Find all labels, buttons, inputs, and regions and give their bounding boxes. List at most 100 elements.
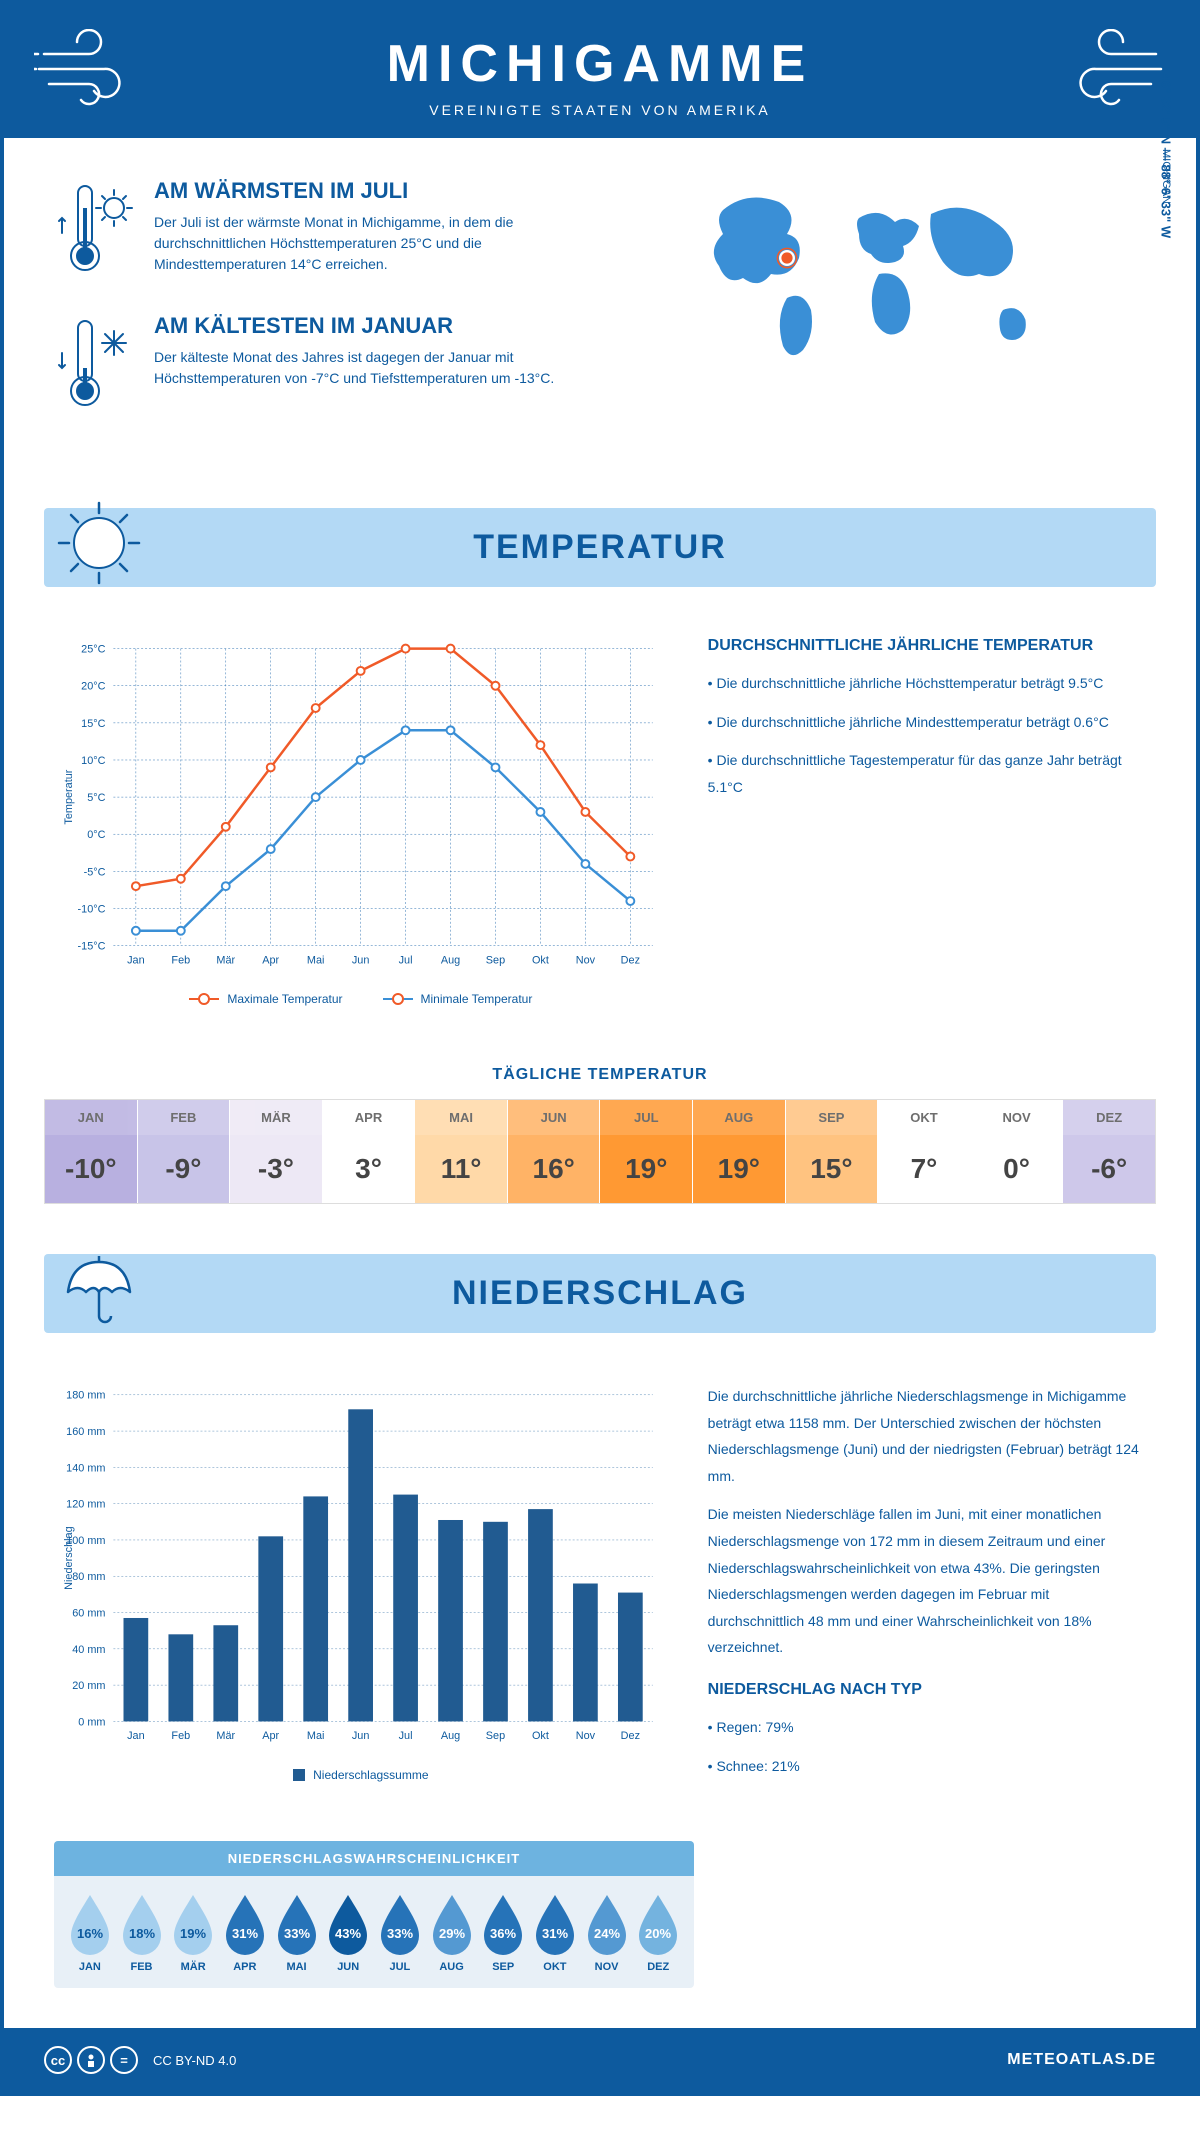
svg-text:160 mm: 160 mm	[66, 1426, 105, 1438]
svg-text:25°C: 25°C	[81, 644, 105, 656]
svg-text:29%: 29%	[439, 1926, 465, 1941]
raindrop-icon: 29%	[427, 1891, 477, 1956]
daily-temp-cell: JUL 19°	[600, 1100, 693, 1203]
svg-text:31%: 31%	[542, 1926, 568, 1941]
svg-text:Feb: Feb	[171, 954, 190, 966]
precipitation-section-header: NIEDERSCHLAG	[44, 1254, 1156, 1333]
precip-legend-label: Niederschlagssumme	[313, 1768, 428, 1782]
footer-site: METEOATLAS.DE	[1007, 2051, 1156, 2069]
temperature-legend: .legend-marker:nth-child(1)::after{borde…	[54, 992, 668, 1006]
precip-prob-cell: 16% JAN	[64, 1891, 116, 1973]
precip-prob-cell: 31% APR	[219, 1891, 271, 1973]
raindrop-icon: 36%	[478, 1891, 528, 1956]
daily-temp-cell: AUG 19°	[693, 1100, 786, 1203]
svg-text:Dez: Dez	[621, 1730, 640, 1742]
precip-prob-month: APR	[219, 1961, 271, 1973]
legend-max-label: Maximale Temperatur	[227, 992, 342, 1006]
raindrop-icon: 43%	[323, 1891, 373, 1956]
svg-text:Aug: Aug	[441, 1730, 460, 1742]
daily-temp-cell: APR 3°	[323, 1100, 416, 1203]
intro-section: AM WÄRMSTEN IM JULI Der Juli ist der wär…	[4, 138, 1196, 488]
raindrop-icon: 31%	[220, 1891, 270, 1956]
precip-prob-month: NOV	[581, 1961, 633, 1973]
precip-prob-month: JUL	[374, 1961, 426, 1973]
daily-temp-grid: JAN -10° FEB -9° MÄR -3° APR 3° MAI 11° …	[44, 1099, 1156, 1204]
svg-text:33%: 33%	[387, 1926, 413, 1941]
temperature-content: -15°C-10°C-5°C0°C5°C10°C15°C20°C25°CJanF…	[4, 607, 1196, 1036]
precip-prob-cell: 33% MAI	[271, 1891, 323, 1973]
svg-text:20 mm: 20 mm	[72, 1680, 105, 1692]
umbrella-icon	[54, 1244, 144, 1334]
world-map-area: MICHIGAN 46° 32' 9" N — 88° 6' 33" W	[620, 178, 1146, 448]
svg-text:80 mm: 80 mm	[72, 1571, 105, 1583]
temperature-info: DURCHSCHNITTLICHE JÄHRLICHE TEMPERATUR •…	[708, 637, 1146, 1006]
precip-prob-cell: 31% OKT	[529, 1891, 581, 1973]
svg-text:Dez: Dez	[621, 954, 640, 966]
svg-text:Jun: Jun	[352, 954, 370, 966]
precipitation-chart: 0 mm20 mm40 mm60 mm80 mm100 mm120 mm140 …	[54, 1383, 668, 1791]
svg-text:40 mm: 40 mm	[72, 1644, 105, 1656]
precip-prob-month: MAI	[271, 1961, 323, 1973]
daily-temp-cell: OKT 7°	[878, 1100, 971, 1203]
precipitation-probability: NIEDERSCHLAGSWAHRSCHEINLICHKEIT 16% JAN …	[54, 1841, 694, 1988]
precip-prob-cell: 33% JUL	[374, 1891, 426, 1973]
svg-text:Temperatur: Temperatur	[63, 769, 75, 824]
cold-text: Der kälteste Monat des Jahres ist dagege…	[154, 347, 580, 389]
daily-temp-cell: NOV 0°	[971, 1100, 1064, 1203]
temperature-section-header: TEMPERATUR	[44, 508, 1156, 587]
svg-text:140 mm: 140 mm	[66, 1462, 105, 1474]
precip-prob-cell: 43% JUN	[322, 1891, 374, 1973]
precip-prob-month: MÄR	[167, 1961, 219, 1973]
coordinates-label: 46° 32' 9" N — 88° 6' 33" W	[1159, 73, 1174, 238]
svg-text:Sep: Sep	[486, 1730, 505, 1742]
cold-title: AM KÄLTESTEN IM JANUAR	[154, 313, 580, 339]
raindrop-icon: 20%	[633, 1891, 683, 1956]
svg-text:Apr: Apr	[262, 1730, 279, 1742]
precip-prob-month: FEB	[116, 1961, 168, 1973]
daily-temp-cell: MÄR -3°	[230, 1100, 323, 1203]
precip-prob-cell: 29% AUG	[426, 1891, 478, 1973]
license-label: CC BY-ND 4.0	[153, 2053, 236, 2068]
world-map-icon	[620, 178, 1146, 378]
svg-text:Jan: Jan	[127, 954, 145, 966]
precip-prob-title: NIEDERSCHLAGSWAHRSCHEINLICHKEIT	[54, 1841, 694, 1876]
cold-fact: AM KÄLTESTEN IM JANUAR Der kälteste Mona…	[54, 313, 580, 418]
precip-legend: Niederschlagssumme	[54, 1768, 668, 1782]
svg-text:Jul: Jul	[399, 954, 413, 966]
daily-temp-cell: JUN 16°	[508, 1100, 601, 1203]
svg-text:0 mm: 0 mm	[78, 1716, 105, 1728]
temp-info-title: DURCHSCHNITTLICHE JÄHRLICHE TEMPERATUR	[708, 637, 1146, 655]
cc-icon: cc	[44, 2046, 72, 2074]
precip-type-line: • Schnee: 21%	[708, 1753, 1146, 1780]
svg-text:Feb: Feb	[171, 1730, 190, 1742]
svg-text:Okt: Okt	[532, 954, 549, 966]
precip-para1: Die durchschnittliche jährliche Niedersc…	[708, 1383, 1146, 1489]
svg-text:60 mm: 60 mm	[72, 1607, 105, 1619]
temperature-chart: -15°C-10°C-5°C0°C5°C10°C15°C20°C25°CJanF…	[54, 637, 668, 1006]
header: MICHIGAMME VEREINIGTE STAATEN VON AMERIK…	[4, 4, 1196, 138]
svg-text:15°C: 15°C	[81, 718, 105, 730]
raindrop-icon: 33%	[375, 1891, 425, 1956]
temp-bullet: • Die durchschnittliche jährliche Höchst…	[708, 670, 1146, 697]
svg-text:-5°C: -5°C	[84, 866, 106, 878]
infographic-container: MICHIGAMME VEREINIGTE STAATEN VON AMERIK…	[0, 0, 1200, 2096]
raindrop-icon: 31%	[530, 1891, 580, 1956]
daily-temp-cell: SEP 15°	[786, 1100, 879, 1203]
svg-text:0°C: 0°C	[87, 829, 105, 841]
raindrop-icon: 18%	[117, 1891, 167, 1956]
svg-text:Nov: Nov	[576, 954, 596, 966]
daily-temp-cell: MAI 11°	[415, 1100, 508, 1203]
nd-icon: =	[110, 2046, 138, 2074]
svg-text:43%: 43%	[335, 1926, 361, 1941]
sun-icon	[54, 498, 144, 588]
precip-type-line: • Regen: 79%	[708, 1714, 1146, 1741]
precipitation-content: 0 mm20 mm40 mm60 mm80 mm100 mm120 mm140 …	[4, 1353, 1196, 1821]
svg-text:180 mm: 180 mm	[66, 1390, 105, 1402]
svg-text:20%: 20%	[645, 1926, 671, 1941]
svg-text:Apr: Apr	[262, 954, 279, 966]
svg-text:18%: 18%	[128, 1926, 154, 1941]
page-title: MICHIGAMME	[24, 34, 1176, 94]
page-subtitle: VEREINIGTE STAATEN VON AMERIKA	[24, 102, 1176, 118]
precip-prob-cell: 19% MÄR	[167, 1891, 219, 1973]
svg-text:-10°C: -10°C	[78, 903, 106, 915]
